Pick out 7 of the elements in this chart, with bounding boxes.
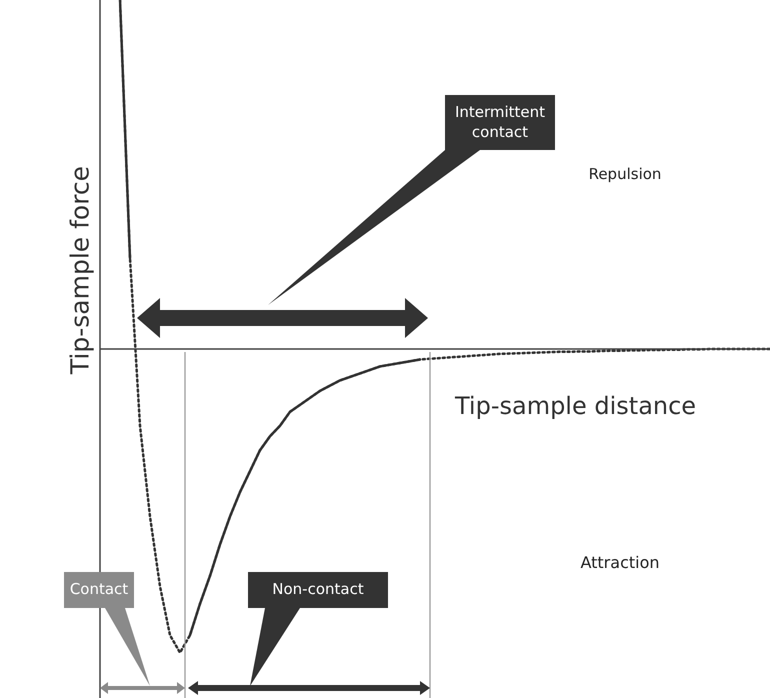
- annotation: Non-contact: [248, 572, 388, 608]
- annotation: Attraction: [579, 552, 661, 574]
- annotation: Repulsion: [588, 164, 662, 186]
- annotation: Contact: [64, 572, 134, 608]
- annotation: Intermittent contact: [445, 95, 555, 150]
- y-axis-title: Tip-sample force: [66, 166, 94, 374]
- x-axis-title: Tip-sample distance: [455, 392, 696, 420]
